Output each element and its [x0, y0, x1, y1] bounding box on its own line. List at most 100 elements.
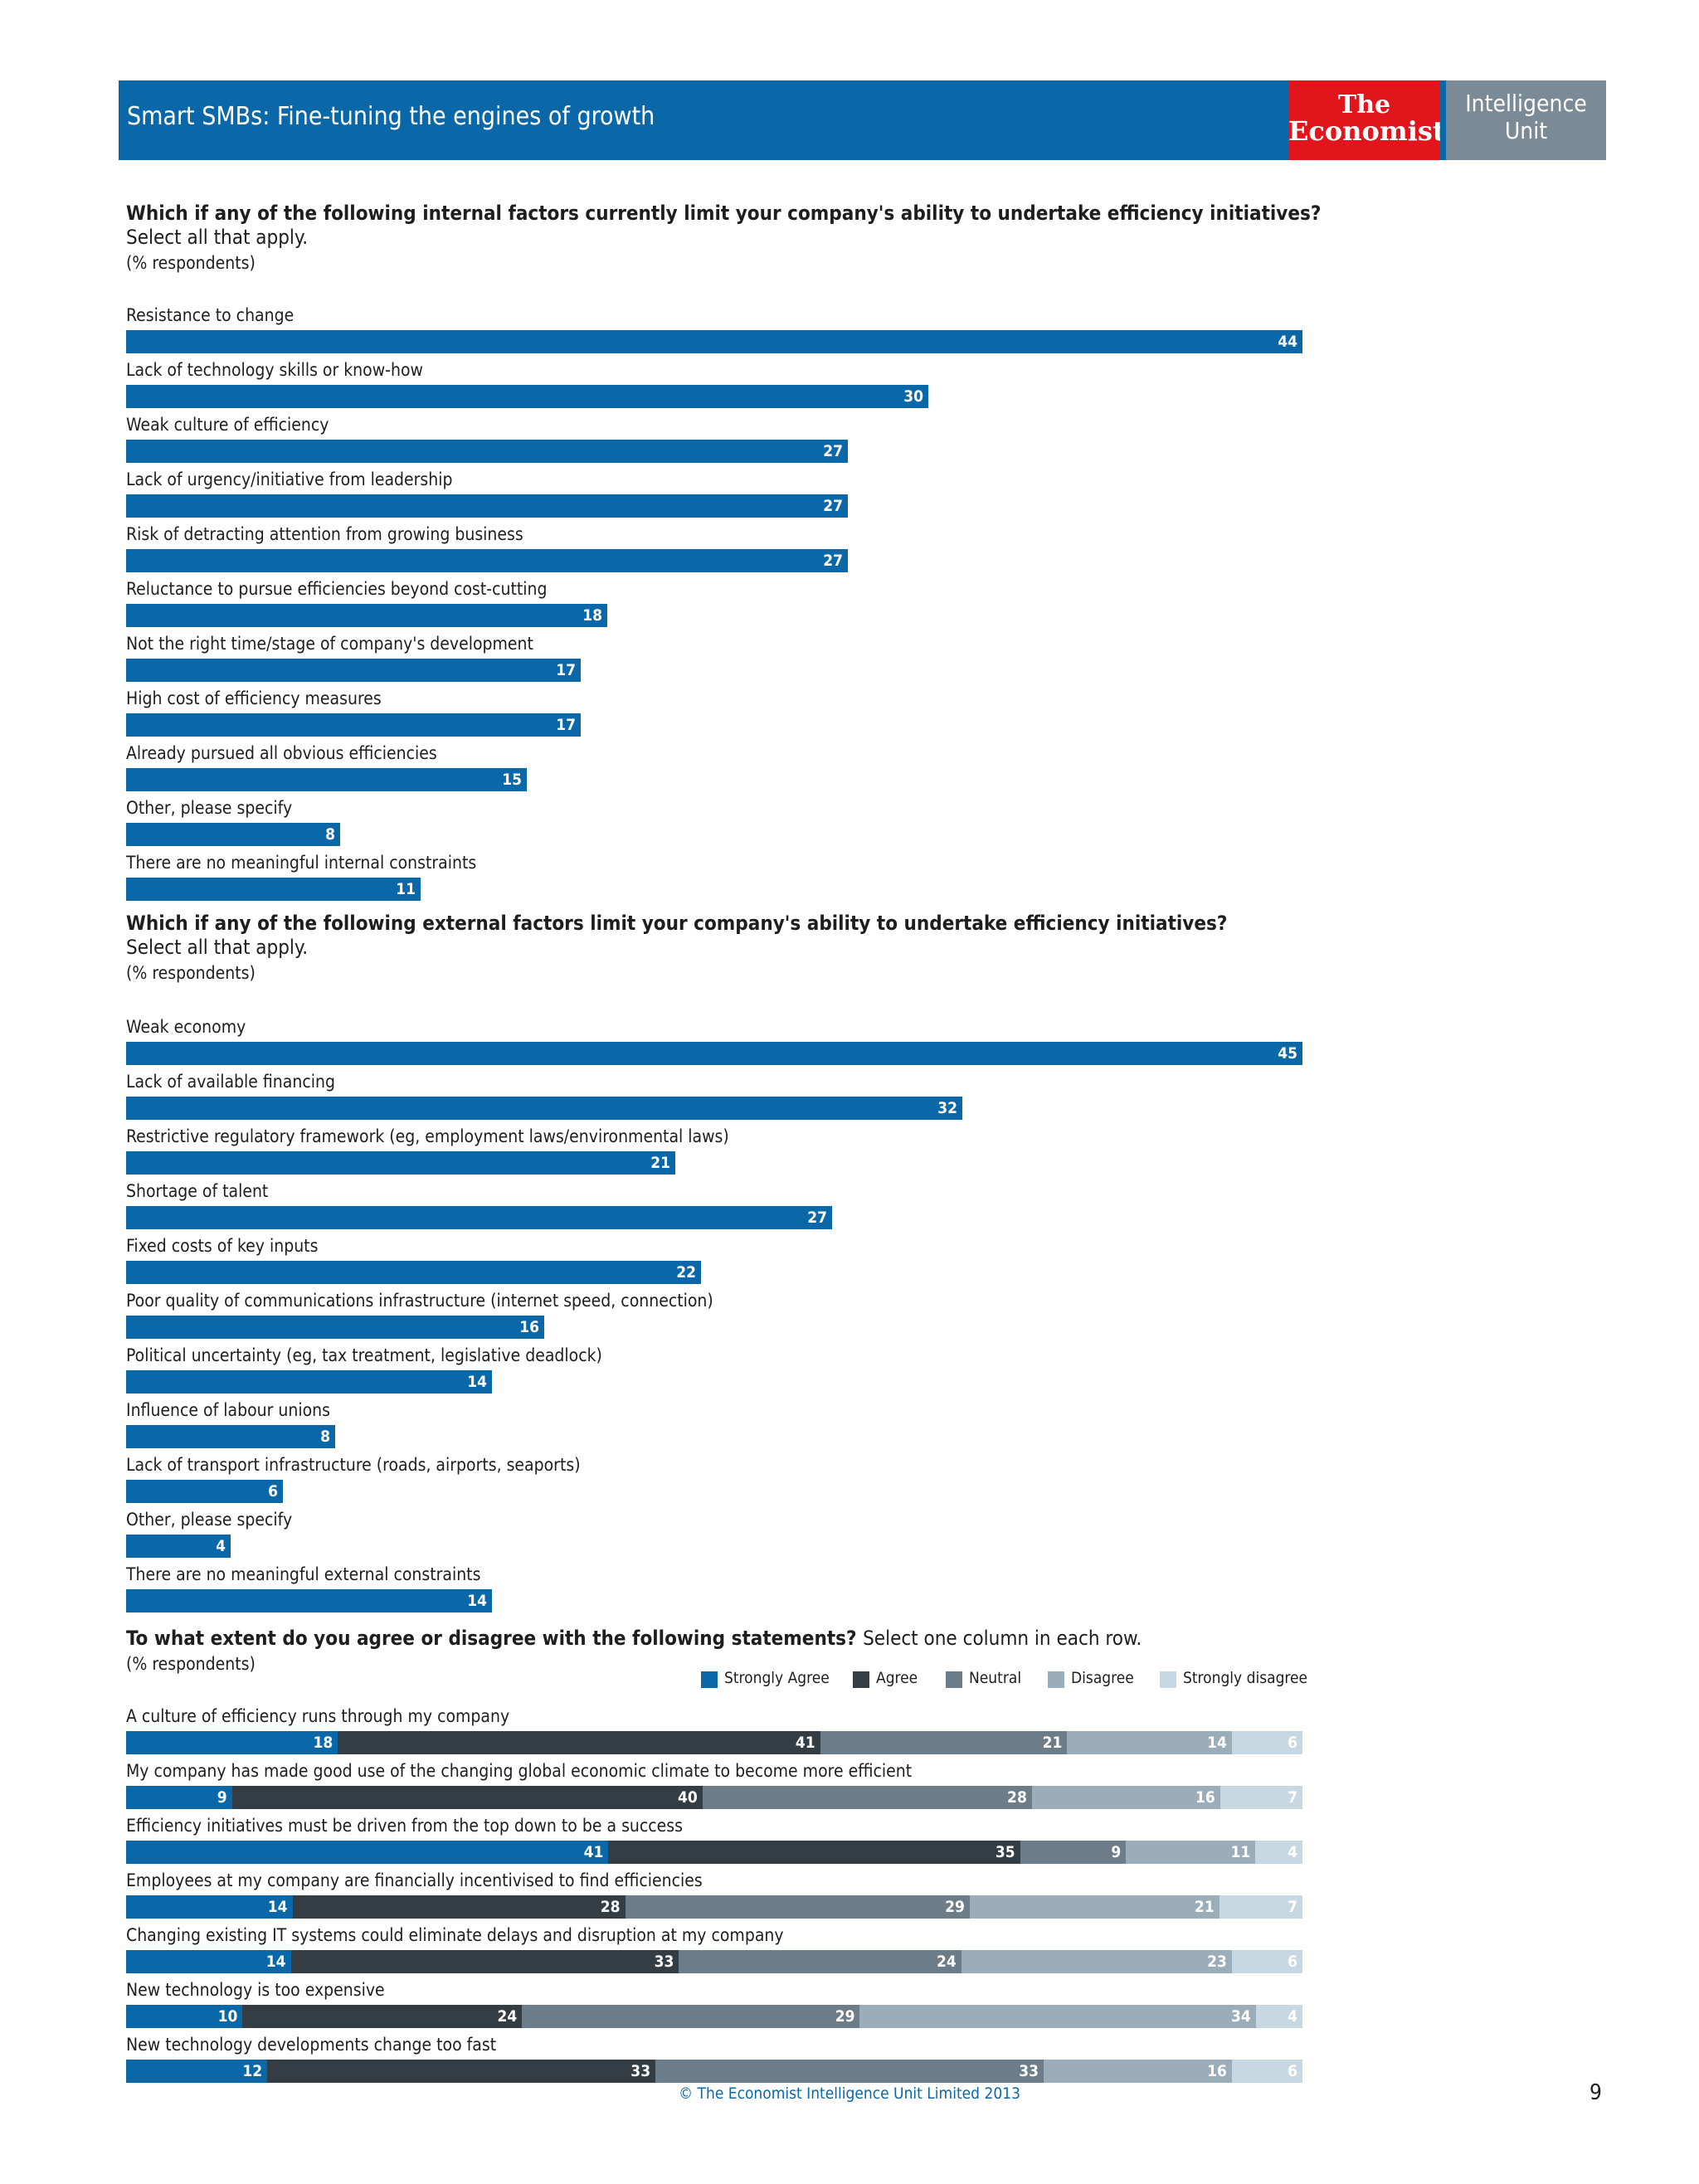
chart3-title: To what extent do you agree or disagree … — [126, 1627, 1142, 1650]
bar — [126, 1370, 492, 1394]
segment-value-label: 33 — [654, 1953, 674, 1971]
segment-value-label: 28 — [600, 1898, 621, 1916]
segment-value-label: 18 — [313, 1734, 333, 1752]
bar-value-label: 32 — [937, 1099, 957, 1117]
segment-value-label: 4 — [1288, 1843, 1297, 1861]
stacked-segment — [1231, 2060, 1302, 2083]
bar-value-label: 4 — [216, 1537, 226, 1555]
bar-label: Shortage of talent — [126, 1181, 269, 1201]
segment-value-label: 33 — [630, 2062, 651, 2080]
stacked-segment — [231, 1786, 703, 1809]
stacked-segment — [1020, 1841, 1127, 1864]
report-title: Smart SMBs: Fine-tuning the engines of g… — [127, 102, 655, 131]
segment-value-label: 6 — [1288, 2062, 1297, 2080]
bar-value-label: 30 — [903, 387, 923, 406]
stacked-segment — [820, 1731, 1068, 1754]
bar-label: Political uncertainty (eg, tax treatment… — [126, 1345, 602, 1365]
bar-label: Lack of transport infrastructure (roads,… — [126, 1455, 581, 1475]
bar — [126, 494, 848, 518]
bar — [126, 1425, 335, 1448]
segment-value-label: 14 — [267, 1898, 288, 1916]
footer-copyright: © The Economist Intelligence Unit Limite… — [679, 2084, 1020, 2103]
bar-label: Weak economy — [126, 1017, 246, 1037]
stacked-segment — [1255, 1841, 1302, 1864]
stacked-segment — [1231, 1950, 1302, 1973]
economist-logo: The Economist — [1288, 80, 1445, 160]
stacked-segment — [292, 1895, 626, 1919]
bar-value-label: 22 — [676, 1263, 696, 1282]
statement-label: Efficiency initiatives must be driven fr… — [126, 1816, 683, 1836]
stacked-segment — [625, 1895, 970, 1919]
segment-value-label: 12 — [242, 2062, 263, 2080]
stacked-segment — [126, 1950, 291, 1973]
bar — [126, 1042, 1302, 1065]
bar-label: Influence of labour unions — [126, 1400, 330, 1420]
bar-label: There are no meaningful internal constra… — [126, 853, 477, 873]
stacked-segment — [1219, 1895, 1302, 1919]
segment-value-label: 33 — [1019, 2062, 1039, 2080]
segment-value-label: 41 — [795, 1734, 815, 1752]
segment-value-label: 21 — [1042, 1734, 1063, 1752]
bar-label: Not the right time/stage of company's de… — [126, 634, 533, 654]
bar-label: Lack of urgency/initiative from leadersh… — [126, 469, 453, 489]
statement-label: Employees at my company are financially … — [126, 1870, 703, 1890]
statement-label: New technology developments change too f… — [126, 2035, 497, 2055]
legend-label: Disagree — [1071, 1669, 1134, 1687]
stacked-segment — [126, 2060, 268, 2083]
bar-label: Weak culture of efficiency — [126, 415, 329, 435]
statement-label: A culture of efficiency runs through my … — [126, 1706, 510, 1726]
segment-value-label: 16 — [1195, 1788, 1215, 1807]
segment-value-label: 40 — [678, 1788, 698, 1807]
bar-label: Fixed costs of key inputs — [126, 1236, 319, 1256]
legend-swatch — [946, 1671, 962, 1688]
stacked-segment — [608, 1841, 1020, 1864]
legend-swatch — [1048, 1671, 1064, 1688]
intelligence-unit-logo-line1: Intelligence — [1465, 90, 1587, 117]
stacked-segment — [702, 1786, 1032, 1809]
chart1-subtitle: Select all that apply. — [126, 226, 309, 249]
bar-value-label: 44 — [1278, 333, 1297, 351]
bar — [126, 1589, 492, 1612]
bar-value-label: 27 — [823, 552, 843, 570]
bar-value-label: 17 — [556, 661, 576, 679]
segment-value-label: 9 — [217, 1788, 227, 1807]
segment-value-label: 34 — [1231, 2007, 1251, 2026]
bar — [126, 549, 848, 572]
stacked-segment — [267, 2060, 656, 2083]
bar-label: Already pursued all obvious efficiencies — [126, 743, 437, 763]
chart3-note: (% respondents) — [126, 1654, 256, 1674]
page-number: 9 — [1589, 2080, 1602, 2105]
segment-value-label: 6 — [1288, 1953, 1297, 1971]
segment-value-label: 16 — [1207, 2062, 1227, 2080]
legend-swatch — [853, 1671, 869, 1688]
bar-value-label: 17 — [556, 716, 576, 734]
segment-value-label: 14 — [265, 1953, 286, 1971]
stacked-segment — [126, 1895, 293, 1919]
segment-value-label: 21 — [1194, 1898, 1215, 1916]
chart1-note: (% respondents) — [126, 253, 256, 273]
bar-value-label: 27 — [807, 1209, 827, 1227]
bar-label: Lack of available financing — [126, 1072, 335, 1092]
economist-logo-line1: The — [1337, 90, 1391, 119]
segment-value-label: 10 — [217, 2007, 238, 2026]
bar-value-label: 27 — [823, 442, 843, 460]
stacked-segment — [126, 1731, 338, 1754]
stacked-segment — [242, 2005, 523, 2028]
chart2-subtitle: Select all that apply. — [126, 936, 309, 959]
chart3-title-suffix: Select one column in each row. — [863, 1627, 1142, 1650]
stacked-segment — [859, 2005, 1256, 2028]
bar — [126, 440, 848, 463]
bar-value-label: 14 — [467, 1373, 487, 1391]
bar-label: High cost of efficiency measures — [126, 688, 382, 708]
bar — [126, 1097, 962, 1120]
chart2-title: Which if any of the following external f… — [126, 912, 1228, 935]
bar — [126, 1535, 231, 1558]
segment-value-label: 7 — [1288, 1788, 1297, 1807]
bar — [126, 385, 928, 408]
bar-label: Restrictive regulatory framework (eg, em… — [126, 1126, 729, 1146]
bar — [126, 713, 581, 737]
stacked-segment — [338, 1731, 820, 1754]
bar-label: There are no meaningful external constra… — [126, 1564, 481, 1584]
bar — [126, 1206, 832, 1229]
stacked-segment — [126, 1841, 609, 1864]
